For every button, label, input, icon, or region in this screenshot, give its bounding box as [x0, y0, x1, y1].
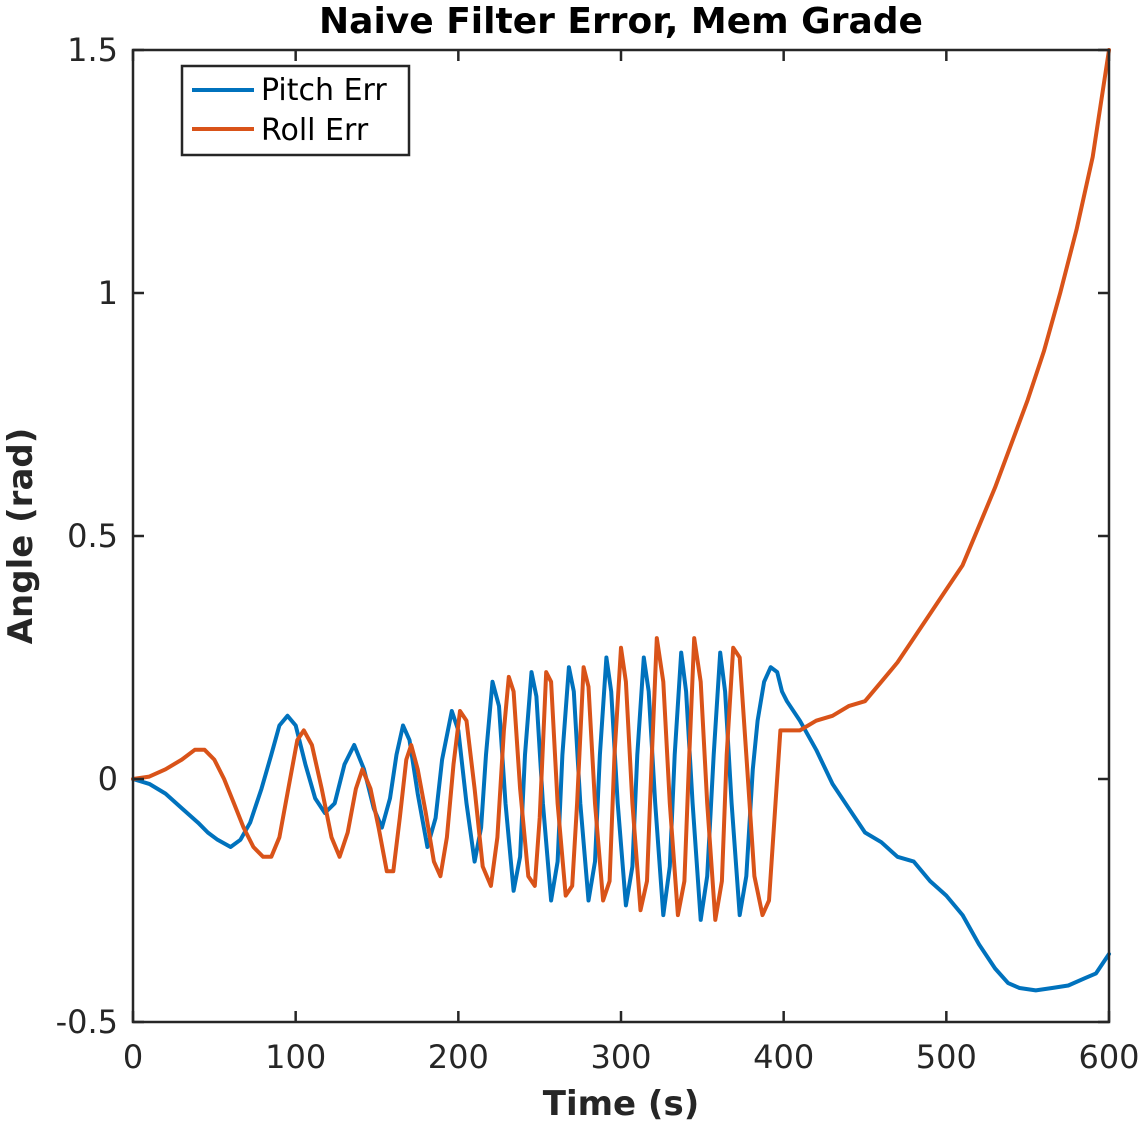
x-axis-label: Time (s) [543, 1084, 700, 1123]
x-tick-label: 100 [265, 1038, 326, 1076]
y-tick-label: 1.5 [67, 31, 118, 69]
x-tick-label: 300 [590, 1038, 651, 1076]
ticks-layer: 0 100 200 300 400 500 600-0.500.511.5 [56, 31, 1140, 1076]
x-tick-label: 400 [753, 1038, 814, 1076]
legend-box [180, 64, 411, 157]
plot-area [133, 50, 1109, 1022]
y-tick-label: 0.5 [67, 517, 118, 555]
x-tick-label: 600 [1078, 1038, 1139, 1076]
y-axis-label: Angle (rad) [1, 428, 41, 645]
x-tick-label: 0 [123, 1038, 143, 1076]
series-line-pitch-err [131, 650, 1111, 993]
y-tick-label: 0 [98, 760, 118, 798]
y-tick-label: 1 [98, 274, 118, 312]
legend-label-pitch-err: Pitch Err [261, 73, 387, 108]
series-layer [131, 48, 1111, 993]
legend: Pitch Err Roll Err [180, 64, 411, 157]
series-line-roll-err [131, 48, 1111, 922]
x-tick-label: 500 [916, 1038, 977, 1076]
x-tick-label: 200 [428, 1038, 489, 1076]
legend-label-roll-err: Roll Err [261, 113, 369, 148]
chart-title: Naive Filter Error, Mem Grade [319, 1, 923, 42]
y-tick-label: -0.5 [56, 1003, 118, 1041]
